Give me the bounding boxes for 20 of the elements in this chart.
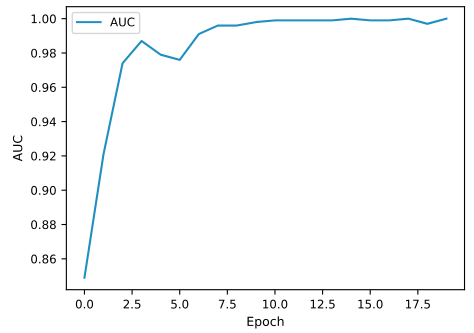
x-tick-label: 15.0 xyxy=(358,300,383,309)
x-tick-label: 10.0 xyxy=(263,300,288,309)
y-tick-label: 0.88 xyxy=(31,220,56,230)
y-tick-label: 0.90 xyxy=(31,186,56,195)
x-tick-label: 7.5 xyxy=(218,300,236,309)
y-axis-title: AUC xyxy=(12,136,22,162)
y-tick-label: 0.96 xyxy=(31,83,56,92)
legend-label: AUC xyxy=(110,17,134,26)
x-tick-label: 0.0 xyxy=(76,300,94,309)
x-axis-title: Epoch xyxy=(248,316,284,329)
x-tick-label: 5.0 xyxy=(171,300,188,309)
y-tick-label: 0.98 xyxy=(31,48,56,58)
x-tick-label: 17.5 xyxy=(406,300,430,309)
y-tick-label: 1.00 xyxy=(32,14,56,24)
x-tick-label: 12.5 xyxy=(310,300,335,309)
line-series xyxy=(83,18,448,279)
y-tick-label: 0.94 xyxy=(31,117,56,126)
y-tick-label: 0.86 xyxy=(31,254,56,264)
y-tick-label: 0.92 xyxy=(31,152,56,161)
x-tick-label: 2.5 xyxy=(124,300,140,309)
